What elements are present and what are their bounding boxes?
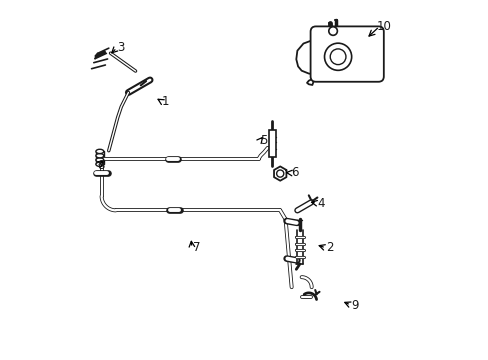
Bar — [268, 130, 275, 157]
Text: 9: 9 — [351, 298, 358, 311]
Text: 5: 5 — [260, 134, 267, 147]
Text: 10: 10 — [376, 20, 390, 33]
Text: 1: 1 — [162, 95, 169, 108]
Ellipse shape — [96, 154, 103, 158]
Circle shape — [324, 43, 351, 70]
Circle shape — [328, 27, 337, 35]
Ellipse shape — [96, 149, 103, 154]
Ellipse shape — [96, 158, 103, 162]
FancyBboxPatch shape — [310, 26, 383, 82]
Text: 2: 2 — [326, 241, 333, 255]
Text: 3: 3 — [117, 41, 125, 54]
Text: 7: 7 — [192, 241, 200, 255]
Circle shape — [276, 170, 283, 177]
Text: 4: 4 — [317, 197, 325, 210]
Ellipse shape — [96, 162, 103, 166]
Text: 6: 6 — [290, 166, 298, 179]
Circle shape — [329, 49, 345, 64]
Text: 8: 8 — [97, 159, 104, 172]
